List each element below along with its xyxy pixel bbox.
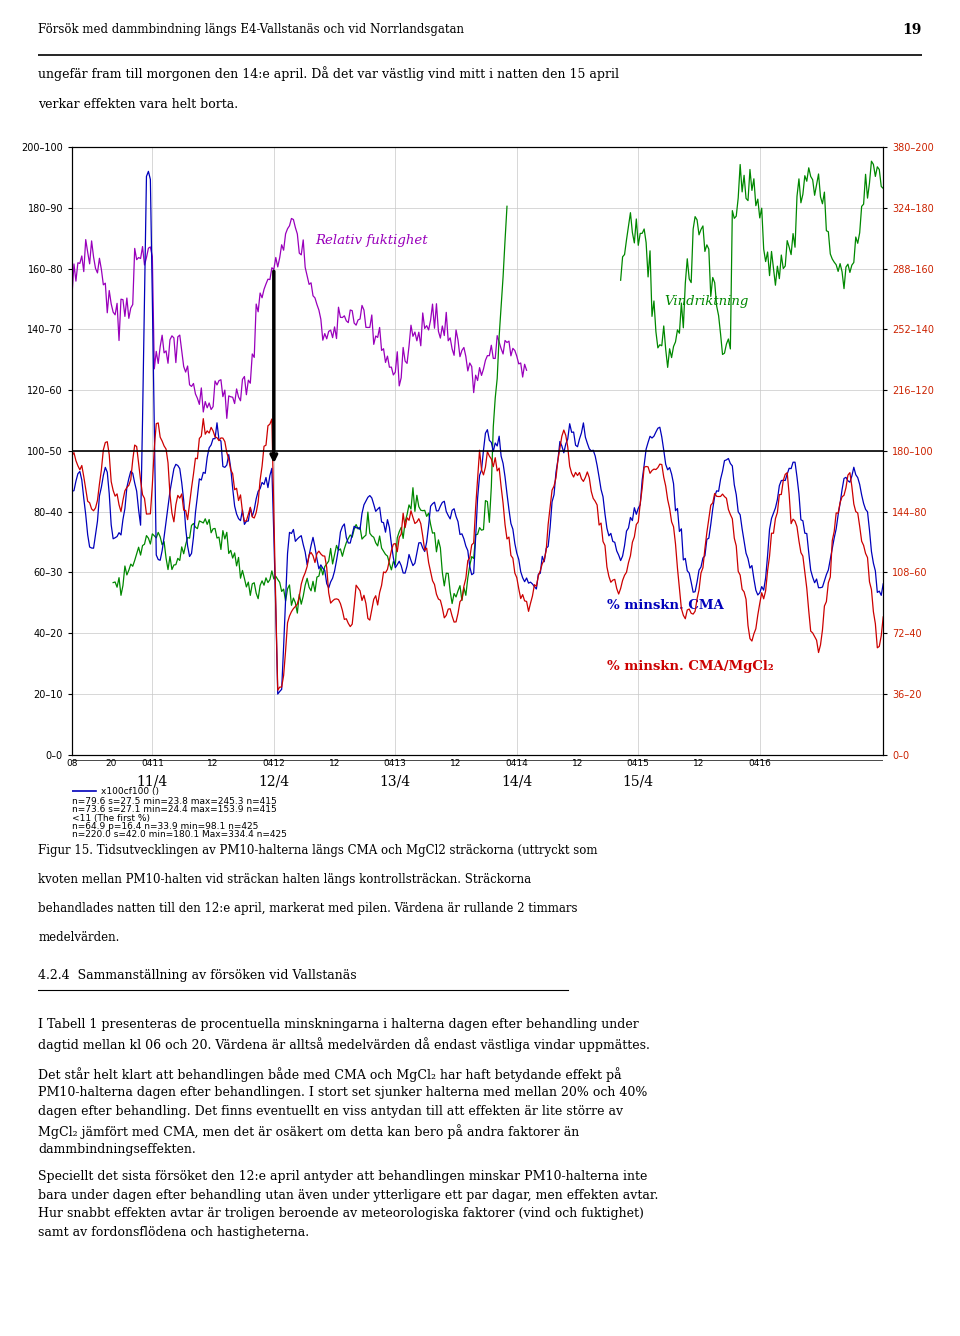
Text: 12: 12 [693, 759, 705, 768]
Text: bara under dagen efter behandling utan även under ytterligare ett par dagar, men: bara under dagen efter behandling utan ä… [38, 1189, 659, 1201]
Text: <11 (The first %): <11 (The first %) [72, 814, 150, 823]
Text: 0411: 0411 [141, 759, 164, 768]
Text: 20: 20 [106, 759, 117, 768]
Text: dagtid mellan kl 06 och 20. Värdena är alltså medelvärden då endast västliga vin: dagtid mellan kl 06 och 20. Värdena är a… [38, 1037, 650, 1053]
Text: Försök med dammbindning längs E4-Vallstanäs och vid Norrlandsgatan: Försök med dammbindning längs E4-Vallsta… [38, 23, 465, 36]
Text: 0415: 0415 [627, 759, 650, 768]
Text: dammbindningseffekten.: dammbindningseffekten. [38, 1144, 196, 1156]
Text: 12/4: 12/4 [258, 775, 289, 788]
Text: Figur 15. Tidsutvecklingen av PM10-halterna längs CMA och MgCl2 sträckorna (uttr: Figur 15. Tidsutvecklingen av PM10-halte… [38, 844, 598, 858]
Text: MgCl₂ jämfört med CMA, men det är osäkert om detta kan bero på andra faktorer än: MgCl₂ jämfört med CMA, men det är osäker… [38, 1125, 580, 1140]
Text: 14/4: 14/4 [501, 775, 533, 788]
Text: 0416: 0416 [748, 759, 771, 768]
Text: Relativ fuktighet: Relativ fuktighet [315, 234, 428, 247]
Text: I Tabell 1 presenteras de procentuella minskningarna i halterna dagen efter beha: I Tabell 1 presenteras de procentuella m… [38, 1018, 639, 1031]
Text: 12: 12 [329, 759, 340, 768]
Text: 12: 12 [572, 759, 584, 768]
Text: n=79.6 s=27.5 min=23.8 max=245.3 n=415: n=79.6 s=27.5 min=23.8 max=245.3 n=415 [72, 796, 276, 806]
Text: % minskn. CMA: % minskn. CMA [608, 599, 724, 612]
Text: Vindriktning: Vindriktning [664, 295, 749, 309]
Text: 13/4: 13/4 [380, 775, 411, 788]
Text: samt av fordonsflödena och hastigheterna.: samt av fordonsflödena och hastigheterna… [38, 1226, 309, 1240]
Text: Hur snabbt effekten avtar är troligen beroende av meteorologiska faktorer (vind : Hur snabbt effekten avtar är troligen be… [38, 1208, 644, 1221]
Text: behandlades natten till den 12:e april, markerat med pilen. Värdena är rullande : behandlades natten till den 12:e april, … [38, 902, 578, 915]
Text: verkar effekten vara helt borta.: verkar effekten vara helt borta. [38, 98, 238, 111]
Text: ungefär fram till morgonen den 14:e april. Då det var västlig vind mitt i natten: ungefär fram till morgonen den 14:e apri… [38, 65, 619, 81]
Text: 0413: 0413 [384, 759, 407, 768]
Text: kvoten mellan PM10-halten vid sträckan halten längs kontrollsträckan. Sträckorna: kvoten mellan PM10-halten vid sträckan h… [38, 874, 532, 886]
Text: 15/4: 15/4 [623, 775, 654, 788]
Text: dagen efter behandling. Det finns eventuellt en viss antydan till att effekten ä: dagen efter behandling. Det finns eventu… [38, 1105, 624, 1118]
Text: 4.2.4  Sammanställning av försöken vid Vallstanäs: 4.2.4 Sammanställning av försöken vid Va… [38, 969, 357, 982]
Text: 19: 19 [902, 23, 922, 36]
Text: % minskn. CMA/MgCl₂: % minskn. CMA/MgCl₂ [608, 660, 774, 673]
Text: 11/4: 11/4 [136, 775, 168, 788]
Text: 0414: 0414 [505, 759, 528, 768]
Text: n=64.9 p=16.4 n=33.9 min=98.1 n=425: n=64.9 p=16.4 n=33.9 min=98.1 n=425 [72, 822, 258, 831]
Text: Det står helt klart att behandlingen både med CMA och MgCl₂ har haft betydande e: Det står helt klart att behandlingen båd… [38, 1067, 622, 1082]
Text: 08: 08 [66, 759, 78, 768]
Text: Speciellt det sista försöket den 12:e april antyder att behandlingen minskar PM1: Speciellt det sista försöket den 12:e ap… [38, 1169, 648, 1182]
Text: 12: 12 [207, 759, 219, 768]
Text: 0412: 0412 [262, 759, 285, 768]
Text: 12: 12 [450, 759, 462, 768]
Text: x100cf100 (): x100cf100 () [102, 787, 159, 796]
Text: PM10-halterna dagen efter behandlingen. I stort set sjunker halterna med mellan : PM10-halterna dagen efter behandlingen. … [38, 1086, 648, 1100]
Text: medelvärden.: medelvärden. [38, 931, 120, 943]
Text: n=73.6 s=27.1 min=24.4 max=153.9 n=415: n=73.6 s=27.1 min=24.4 max=153.9 n=415 [72, 806, 276, 814]
Text: n=220.0 s=42.0 min=180.1 Max=334.4 n=425: n=220.0 s=42.0 min=180.1 Max=334.4 n=425 [72, 831, 287, 839]
